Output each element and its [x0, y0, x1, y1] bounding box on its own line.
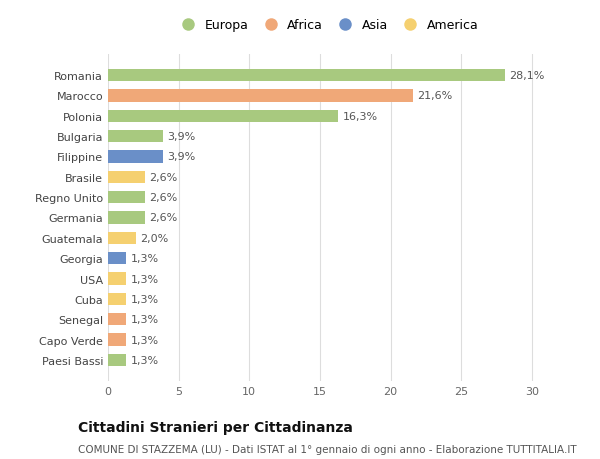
Bar — [108, 354, 127, 366]
Text: 1,3%: 1,3% — [131, 355, 159, 365]
Bar — [108, 252, 127, 265]
Text: 3,9%: 3,9% — [167, 132, 196, 142]
Legend: Europa, Africa, Asia, America: Europa, Africa, Asia, America — [176, 19, 478, 32]
Text: 2,0%: 2,0% — [140, 233, 169, 243]
Text: 1,3%: 1,3% — [131, 335, 159, 345]
Bar — [108, 192, 145, 204]
Bar — [108, 334, 127, 346]
Text: 2,6%: 2,6% — [149, 213, 177, 223]
Text: 21,6%: 21,6% — [418, 91, 452, 101]
Text: Cittadini Stranieri per Cittadinanza: Cittadini Stranieri per Cittadinanza — [78, 420, 353, 434]
Bar — [108, 293, 127, 305]
Text: 1,3%: 1,3% — [131, 274, 159, 284]
Bar — [108, 131, 163, 143]
Bar — [108, 273, 127, 285]
Text: 28,1%: 28,1% — [509, 71, 545, 81]
Text: 2,6%: 2,6% — [149, 173, 177, 182]
Bar — [108, 151, 163, 163]
Bar — [108, 313, 127, 325]
Text: 1,3%: 1,3% — [131, 294, 159, 304]
Bar — [108, 70, 505, 82]
Bar — [108, 111, 338, 123]
Text: COMUNE DI STAZZEMA (LU) - Dati ISTAT al 1° gennaio di ogni anno - Elaborazione T: COMUNE DI STAZZEMA (LU) - Dati ISTAT al … — [78, 444, 577, 454]
Text: 1,3%: 1,3% — [131, 254, 159, 263]
Text: 2,6%: 2,6% — [149, 193, 177, 203]
Bar — [108, 212, 145, 224]
Text: 1,3%: 1,3% — [131, 314, 159, 325]
Bar — [108, 171, 145, 184]
Text: 16,3%: 16,3% — [343, 112, 377, 122]
Bar — [108, 232, 136, 244]
Text: 3,9%: 3,9% — [167, 152, 196, 162]
Bar — [108, 90, 413, 102]
